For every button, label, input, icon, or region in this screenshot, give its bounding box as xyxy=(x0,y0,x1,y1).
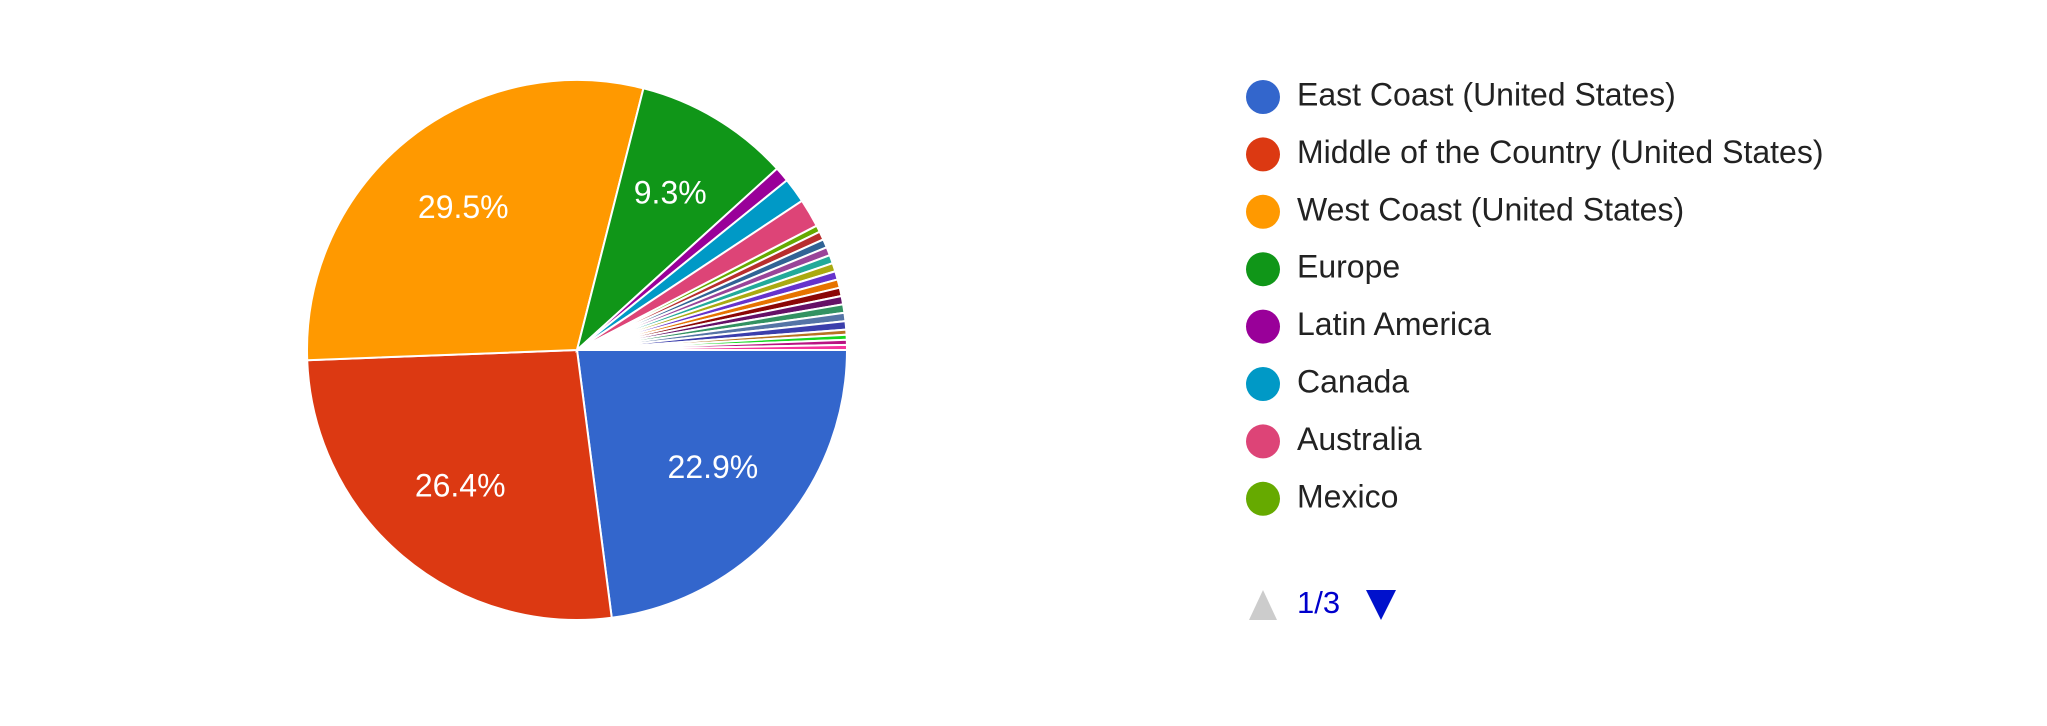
pager-prev[interactable] xyxy=(1249,590,1277,620)
slice-label: 26.4% xyxy=(415,468,506,504)
pie-slice xyxy=(306,79,645,362)
legend-swatch xyxy=(1246,481,1280,516)
pie-slice xyxy=(575,349,849,619)
legend-swatch xyxy=(1246,424,1280,459)
legend-swatch xyxy=(1246,309,1280,344)
legend-label: Mexico xyxy=(1297,478,1398,514)
slice-label: 9.3% xyxy=(634,174,707,210)
legend-label: Europe xyxy=(1297,249,1400,285)
legend-label: Australia xyxy=(1297,421,1422,457)
pie-slice xyxy=(306,348,613,621)
legend-swatch xyxy=(1246,137,1280,172)
legend-label: East Coast (United States) xyxy=(1297,76,1676,112)
legend-swatch xyxy=(1246,252,1280,287)
pie-slice xyxy=(575,87,779,353)
pager-label: 1/3 xyxy=(1297,585,1340,620)
legend-swatch xyxy=(1246,367,1280,401)
pager-next[interactable] xyxy=(1366,590,1396,620)
slice-label: 29.5% xyxy=(418,189,509,225)
legend-swatch xyxy=(1246,80,1280,114)
legend-label: West Coast (United States) xyxy=(1297,191,1684,227)
legend-swatch xyxy=(1246,194,1280,229)
legend-label: Canada xyxy=(1297,363,1409,399)
pie-slice xyxy=(576,343,849,351)
legend-label: Middle of the Country (United States) xyxy=(1297,134,1823,170)
slice-label: 22.9% xyxy=(668,449,759,485)
legend-label: Latin America xyxy=(1297,306,1491,342)
